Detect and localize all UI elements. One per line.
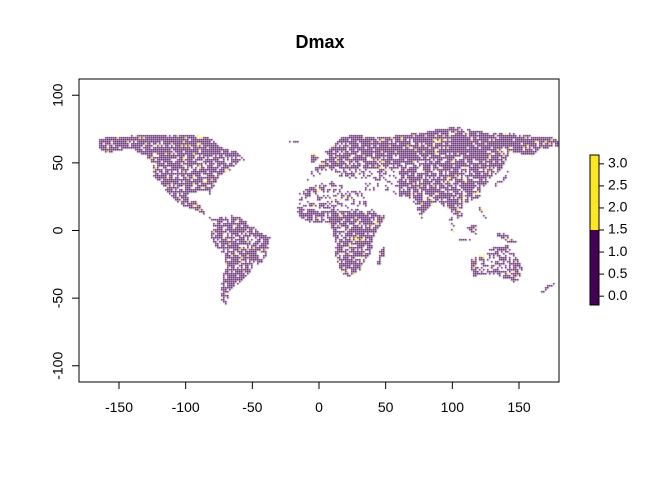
legend-tick-label: 2.0 [608,199,628,215]
legend-swatch [590,155,599,230]
color-legend: 0.0 0.5 1.0 1.5 2.0 2.5 3.0 [589,154,628,306]
x-tick-label: 150 [507,399,531,415]
legend-tick-label: 1.5 [608,221,628,237]
y-tick-label: -100 [50,352,66,380]
chart-title: Dmax [295,32,344,52]
raster-layer [79,79,559,382]
x-tick-label: -150 [105,399,133,415]
x-tick-label: 100 [441,399,465,415]
x-tick-label: -100 [172,399,200,415]
y-tick-label: 100 [50,83,66,107]
x-tick-label: 0 [315,399,323,415]
y-tick-label: -50 [50,288,66,308]
x-tick-label: -50 [242,399,262,415]
x-tick-label: 50 [378,399,394,415]
legend-tick-label: 3.0 [608,155,628,171]
legend-tick-label: 2.5 [608,177,628,193]
y-tick-label: 50 [50,155,66,171]
legend-tick-label: 0.5 [608,265,628,281]
legend-tick-label: 1.0 [608,243,628,259]
legend-tick-label: 0.0 [608,287,628,303]
y-axis: -100 -50 0 50 100 [50,83,80,380]
y-tick-label: 0 [50,226,66,234]
raster-image [79,79,559,382]
legend-swatch [590,230,599,305]
x-axis: -150 -100 -50 0 50 100 150 [105,381,531,415]
